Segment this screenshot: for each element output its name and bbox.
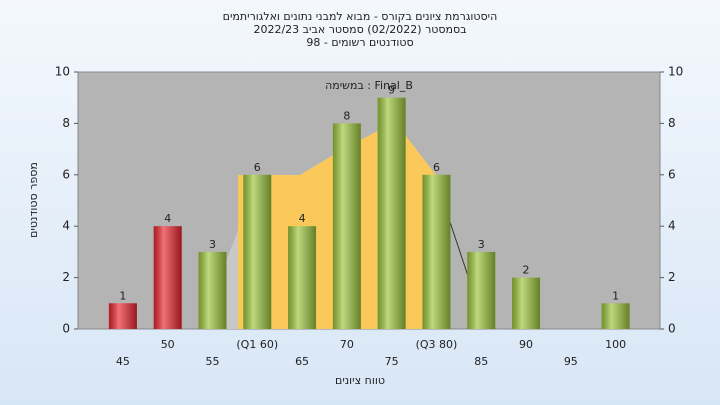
bar-shine [422,174,451,329]
y-tick-label: 4 [62,219,70,233]
data-label: 6 [254,161,261,174]
y2-tick-label: 2 [668,270,676,284]
bar-shine [108,303,137,329]
x-tick-label: 65 [295,355,309,368]
x-tick-label: 85 [474,355,488,368]
y2-tick-label: 0 [668,322,676,336]
y-tick-label: 8 [62,116,70,130]
data-label: 4 [299,212,306,225]
bar-shine [512,277,541,329]
chart-subtitle: סטודנטים רשומים - 98 [306,36,413,49]
chart-title: היסטוגרמת ציונים בקורס - מבוא למבני נתונ… [223,10,498,23]
bar-shine [601,303,630,329]
data-label: 2 [523,264,530,277]
x-tick-label: 100 [605,338,626,351]
bar-shine [377,97,406,329]
data-label: 3 [209,238,216,251]
data-label: 9 [388,84,395,97]
y2-tick-label: 10 [668,65,683,79]
y-axis-label: מספר סטודנטים [27,162,40,238]
x-axis-label: טווח ציונים [335,374,385,387]
data-label: 1 [612,289,619,302]
distribution-line [449,221,471,283]
x-tick-label: (Q1 60) [236,338,278,351]
y-tick-label: 10 [55,65,70,79]
bar-shine [198,251,227,329]
bar-shine [467,251,496,329]
x-tick-label: 50 [161,338,175,351]
y-tick-label: 6 [62,167,70,181]
x-tick-label: (Q3 80) [416,338,458,351]
x-tick-label: 70 [340,338,354,351]
bar-shine [153,226,182,329]
bar-shine [288,226,317,329]
data-label: 4 [164,212,171,225]
data-label: 6 [433,161,440,174]
data-label: 1 [119,289,126,302]
chart-subtitle: בסמסטר (02/2022) סמסטר אביב 2022/23 [253,23,466,36]
y2-tick-label: 4 [668,219,676,233]
data-label: 3 [478,238,485,251]
x-tick-label: 45 [116,355,130,368]
y-tick-label: 2 [62,270,70,284]
x-tick-label: 75 [385,355,399,368]
y2-tick-label: 8 [668,116,676,130]
x-tick-label: 55 [205,355,219,368]
data-label: 8 [343,109,350,122]
x-tick-label: 95 [564,355,578,368]
annotation: במשימה : Final_B [325,79,413,92]
x-tick-label: 90 [519,338,533,351]
y2-tick-label: 6 [668,167,676,181]
bar-shine [332,123,361,330]
bar-shine [243,174,272,329]
y-tick-label: 0 [62,322,70,336]
